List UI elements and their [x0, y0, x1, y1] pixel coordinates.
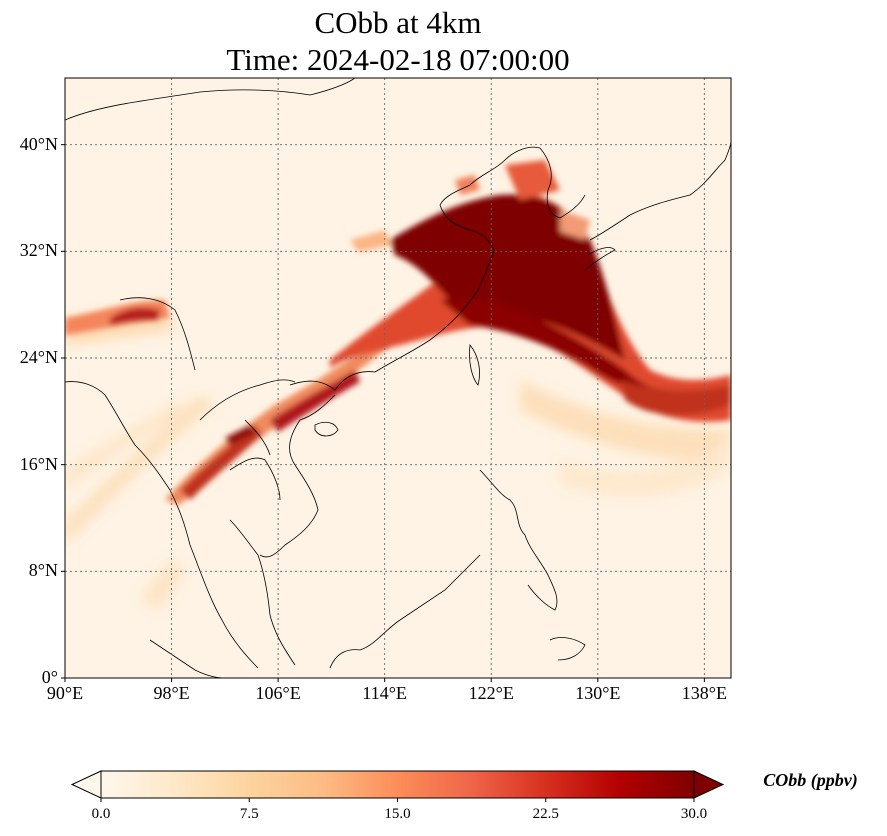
- indochina-plume: [165, 335, 390, 505]
- colorbar-tick-label: 15.0: [384, 806, 411, 822]
- colorbar-tick-label: 30.0: [680, 806, 708, 822]
- colorbar: [70, 770, 725, 802]
- axis-ticks: [61, 144, 705, 682]
- concentration-field: [65, 78, 731, 678]
- korea-coast: [539, 147, 586, 219]
- lon-tick-label: 122°E: [468, 683, 514, 703]
- colorbar-label: CObb (ppbv): [763, 770, 858, 790]
- gulf-thailand-coast: [229, 519, 296, 666]
- gridlines: [65, 78, 731, 678]
- china-north-coast: [439, 146, 541, 231]
- sulawesi-coast: [549, 637, 586, 661]
- lat-tick-label: 32°N: [19, 240, 58, 261]
- borneo-coast: [329, 554, 481, 669]
- laos-border: [199, 379, 296, 421]
- coastlines: [65, 78, 731, 678]
- himalaya-plume: [65, 300, 170, 335]
- lat-tick-label: 0°: [41, 667, 58, 687]
- china-south-coast: [289, 229, 495, 391]
- mongolia-border: [65, 78, 356, 121]
- laos-vietnam-border: [244, 419, 271, 456]
- japan-coast: [589, 139, 731, 241]
- lon-tick-label: 114°E: [362, 683, 407, 703]
- lon-tick-label: 138°E: [681, 683, 727, 703]
- colorbar-tick-label: 0.0: [91, 806, 111, 822]
- main-plume: [330, 160, 731, 422]
- philippines-coast: [479, 469, 558, 611]
- map-title-line2: Time: 2024-02-18 07:00:00: [226, 42, 570, 77]
- colorbar-body: [101, 771, 694, 798]
- map-title-line1: CObb at 4km: [314, 5, 482, 40]
- taiwan-coast: [469, 344, 480, 386]
- colorbar-extend-low: [70, 770, 102, 799]
- colorbar-extend-high: [693, 770, 725, 799]
- lon-tick-label: 130°E: [575, 683, 621, 703]
- colorbar-tick-label: 7.5: [239, 806, 259, 822]
- map-frame: [64, 77, 732, 679]
- sumatra-coast: [149, 639, 226, 678]
- lat-tick-label: 40°N: [19, 133, 58, 154]
- lat-tick-label: 24°N: [19, 347, 58, 367]
- kyushu-coast: [584, 247, 616, 271]
- vietnam-coast: [259, 394, 336, 558]
- hainan-coast: [314, 421, 339, 437]
- colorbar-tick-label: 22.5: [532, 806, 559, 822]
- thailand-cambodia-border: [229, 457, 281, 501]
- himalaya-border: [119, 297, 196, 371]
- myanmar-coast: [65, 381, 259, 669]
- lon-tick-label: 98°E: [153, 683, 190, 703]
- lon-tick-label: 90°E: [46, 683, 84, 703]
- lon-tick-label: 106°E: [255, 683, 301, 703]
- colorbar-ticks: [100, 798, 695, 802]
- lat-tick-label: 8°N: [28, 560, 58, 581]
- lat-tick-label: 16°N: [19, 453, 58, 474]
